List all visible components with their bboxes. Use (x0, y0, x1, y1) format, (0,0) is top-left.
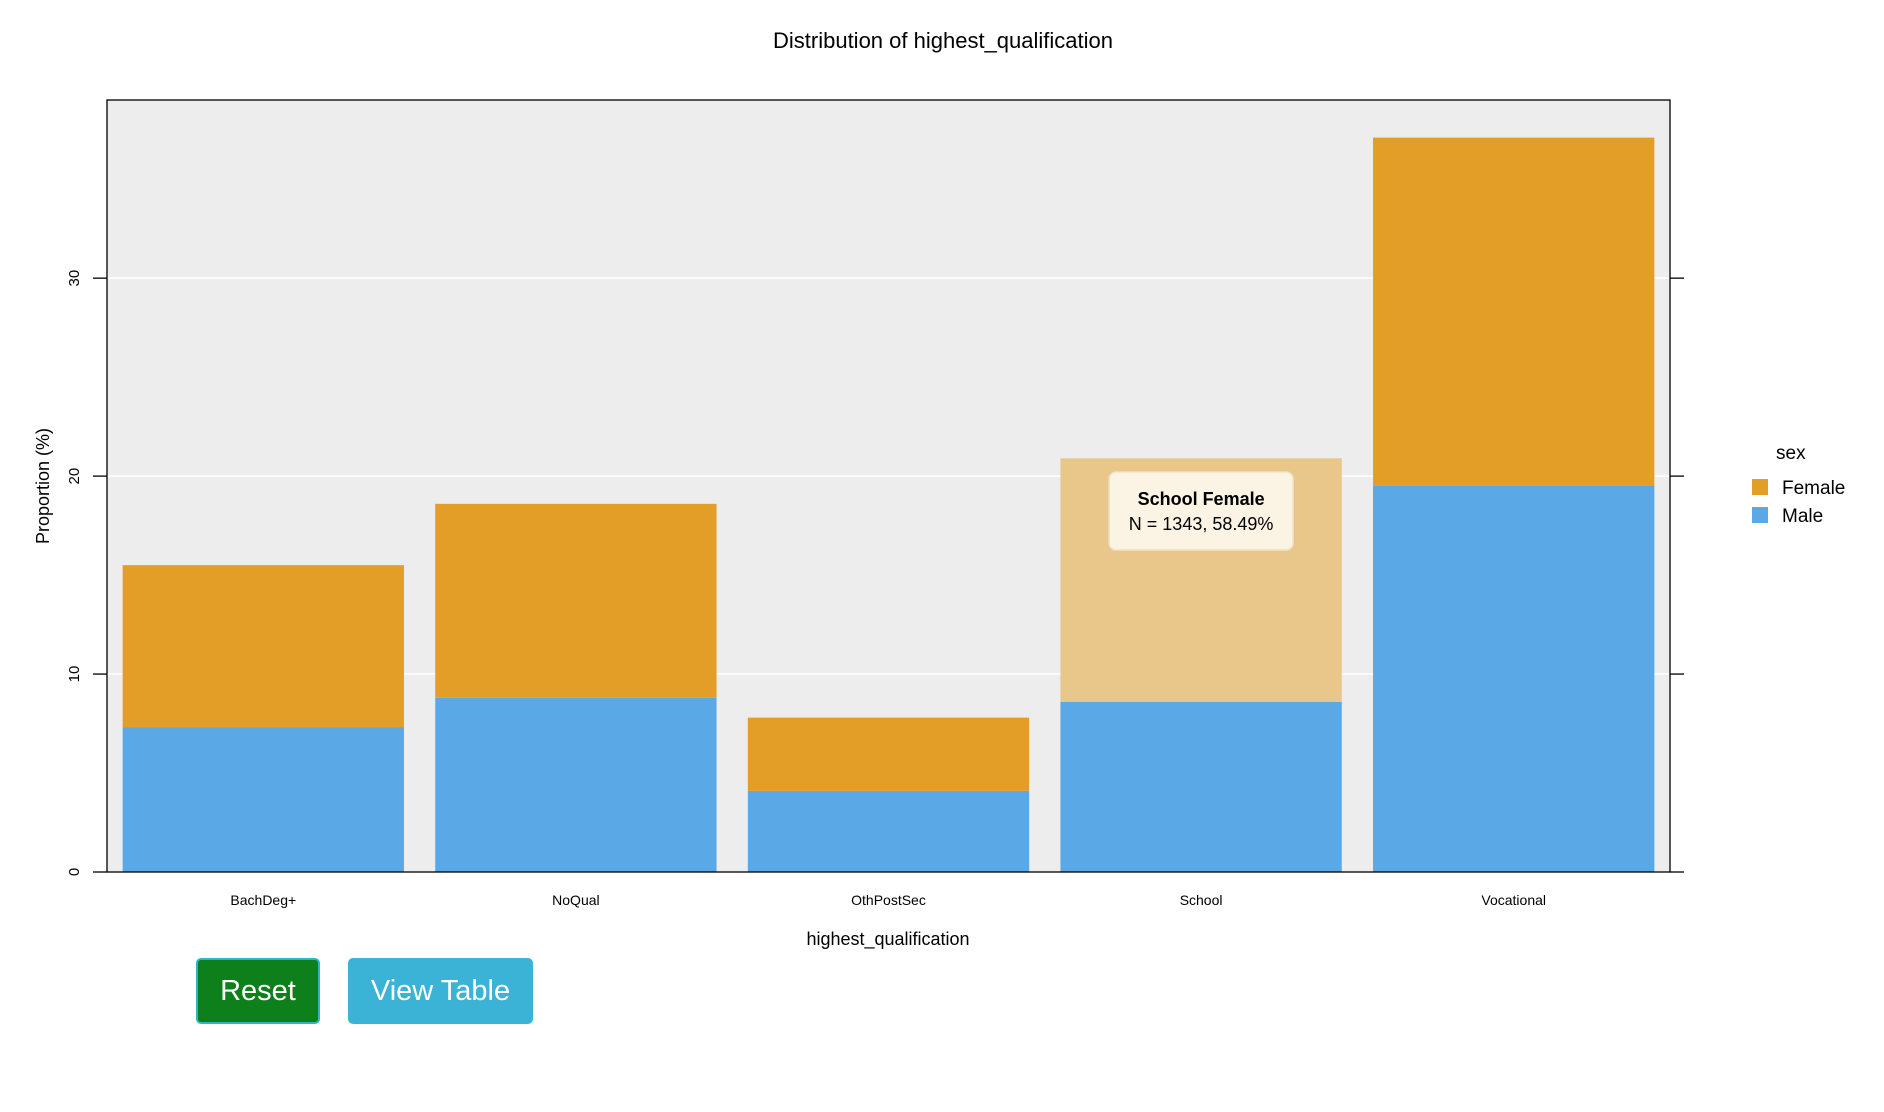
bar-bachdeg-female[interactable] (122, 565, 404, 728)
y-tick-label: 20 (66, 468, 83, 485)
axes: 0 10 20 30 BachDeg+ NoQual OthPostSec School Voc… (66, 270, 1684, 908)
y-tick-label: 10 (66, 666, 83, 683)
view-table-button[interactable]: View Table (348, 958, 533, 1024)
reset-button[interactable]: Reset (196, 958, 320, 1024)
x-tick-label: School (1180, 892, 1223, 908)
y-tick-label: 30 (66, 270, 83, 287)
x-tick-label: NoQual (552, 892, 599, 908)
tooltip-text: N = 1343, 58.49% (1129, 514, 1274, 534)
bar-vocational-female[interactable] (1373, 137, 1655, 486)
bar-bachdeg-male[interactable] (122, 727, 404, 872)
bar-noqual-male[interactable] (435, 697, 717, 872)
legend-swatch (1752, 479, 1768, 495)
tooltip-title: School Female (1138, 489, 1265, 509)
x-axis-label: highest_qualification (806, 929, 969, 950)
bar-othpostsec-female[interactable] (747, 717, 1030, 791)
chart-title: Distribution of highest_qualification (773, 28, 1113, 53)
bar-othpostsec-male[interactable] (747, 790, 1030, 872)
plot-border (106, 99, 1671, 873)
legend-label: Male (1782, 506, 1823, 527)
x-tick-label: OthPostSec (851, 892, 926, 908)
y-axis-label: Proportion (%) (33, 428, 53, 544)
tooltip-box (1108, 471, 1294, 551)
legend-label: Female (1782, 478, 1845, 499)
x-tick-label: Vocational (1481, 892, 1546, 908)
legend: sex Female Male (1752, 443, 1845, 527)
legend-title: sex (1776, 443, 1806, 464)
bars[interactable] (122, 137, 1655, 872)
bar-school-male[interactable] (1060, 701, 1342, 872)
legend-swatch (1752, 507, 1768, 523)
bar-noqual-female[interactable] (435, 503, 717, 698)
bar-vocational-male[interactable] (1373, 486, 1655, 872)
y-tick-label: 0 (66, 868, 83, 876)
x-tick-label: BachDeg+ (230, 892, 296, 908)
tooltip: School Female N = 1343, 58.49% (1108, 471, 1294, 551)
